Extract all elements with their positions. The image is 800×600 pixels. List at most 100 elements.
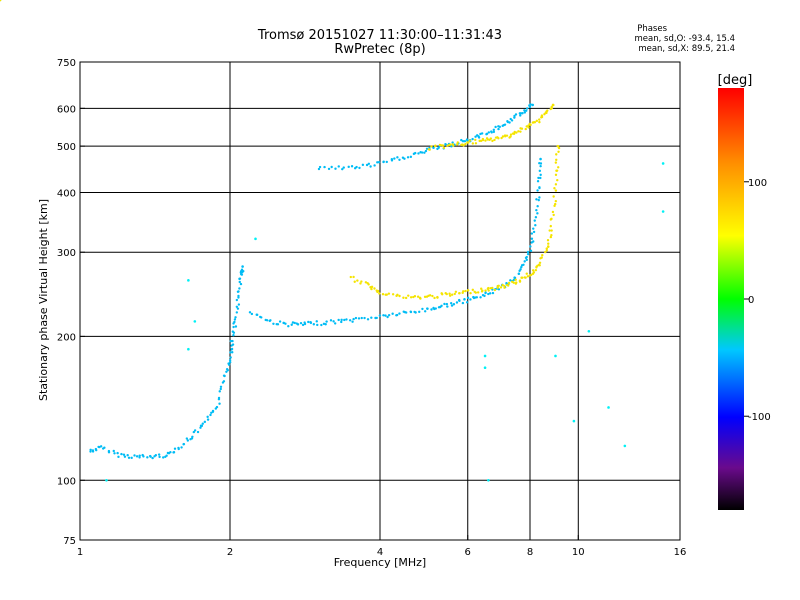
data-point xyxy=(524,127,527,131)
data-point xyxy=(480,287,483,290)
data-point xyxy=(430,308,433,311)
data-point xyxy=(229,356,232,359)
grid xyxy=(80,62,680,540)
data-point xyxy=(370,285,374,289)
data-point xyxy=(272,322,275,325)
data-point xyxy=(232,325,235,329)
data-point xyxy=(551,210,555,214)
data-point xyxy=(345,318,348,321)
data-point xyxy=(529,245,532,248)
data-point xyxy=(535,198,538,201)
data-point xyxy=(373,164,376,167)
data-point xyxy=(427,148,431,151)
chart-subtitle: RwPretec (8p) xyxy=(334,42,426,57)
data-point xyxy=(460,138,463,142)
data-point xyxy=(357,317,361,320)
data-point xyxy=(180,446,183,449)
data-point xyxy=(301,323,305,327)
data-point xyxy=(501,135,505,138)
data-point xyxy=(123,455,127,458)
data-point xyxy=(515,281,518,284)
data-point xyxy=(361,163,365,167)
data-point xyxy=(307,320,310,324)
data-point xyxy=(403,157,406,160)
data-point xyxy=(276,323,280,326)
data-point xyxy=(480,132,484,135)
data-point xyxy=(318,165,322,169)
data-point xyxy=(365,163,369,167)
data-point xyxy=(450,145,453,148)
data-point xyxy=(99,445,103,448)
data-point xyxy=(493,288,497,292)
data-point xyxy=(440,304,443,308)
data-point xyxy=(483,294,486,298)
data-point xyxy=(431,294,434,298)
data-point xyxy=(556,144,560,148)
data-point xyxy=(457,298,461,302)
y-tick-label: 750 xyxy=(57,58,76,69)
data-point xyxy=(235,311,239,314)
data-point xyxy=(485,137,489,140)
data-point xyxy=(498,125,502,129)
data-point xyxy=(414,151,417,155)
data-point xyxy=(367,162,371,165)
data-point xyxy=(219,387,222,391)
data-point xyxy=(218,390,221,393)
data-point xyxy=(499,286,503,289)
data-point xyxy=(333,322,337,325)
data-point xyxy=(354,316,358,320)
data-point xyxy=(315,320,318,323)
data-point xyxy=(554,183,558,186)
data-point xyxy=(538,118,541,121)
data-point xyxy=(255,313,259,317)
data-point xyxy=(554,161,558,164)
data-point xyxy=(360,280,363,283)
data-point xyxy=(525,255,528,259)
data-point xyxy=(485,132,489,136)
data-point xyxy=(479,296,482,299)
data-point xyxy=(529,249,533,253)
data-point xyxy=(505,134,509,137)
x-tick-label: 16 xyxy=(674,547,687,558)
data-point xyxy=(538,196,541,199)
data-point xyxy=(518,279,522,282)
data-point xyxy=(352,275,355,279)
data-point xyxy=(549,235,553,239)
data-point xyxy=(530,237,534,240)
data-point xyxy=(238,280,241,284)
data-point xyxy=(540,114,544,117)
data-point xyxy=(480,139,483,143)
data-point xyxy=(550,229,553,232)
data-point xyxy=(533,219,536,222)
data-point xyxy=(377,161,381,164)
data-point xyxy=(406,156,410,159)
data-point xyxy=(463,298,466,301)
data-point xyxy=(461,140,465,143)
x-tick-label: 8 xyxy=(527,547,533,558)
y-tick-label: 200 xyxy=(57,332,76,343)
data-point xyxy=(299,321,303,325)
data-point xyxy=(463,140,467,143)
chart-title: Tromsø 20151027 11:30:00–11:31:43 xyxy=(257,28,503,43)
data-point xyxy=(177,447,180,451)
data-point xyxy=(265,319,269,322)
data-point xyxy=(529,103,532,106)
data-point xyxy=(526,275,530,278)
data-point xyxy=(112,449,115,453)
data-point xyxy=(535,208,538,212)
data-point xyxy=(334,167,337,170)
data-point xyxy=(507,281,511,285)
data-point xyxy=(324,323,327,326)
data-point xyxy=(378,314,382,317)
data-point xyxy=(382,314,385,317)
stats-x-mode: mean, sd,X: 89.5, 21.4 xyxy=(638,44,735,54)
y-tick-label: 400 xyxy=(57,188,76,199)
data-point xyxy=(552,195,555,198)
data-point xyxy=(480,290,484,293)
data-point xyxy=(363,316,366,320)
data-point xyxy=(420,151,424,154)
data-point xyxy=(349,275,352,279)
data-point xyxy=(553,187,556,190)
data-point xyxy=(509,279,512,282)
data-point xyxy=(337,318,340,322)
